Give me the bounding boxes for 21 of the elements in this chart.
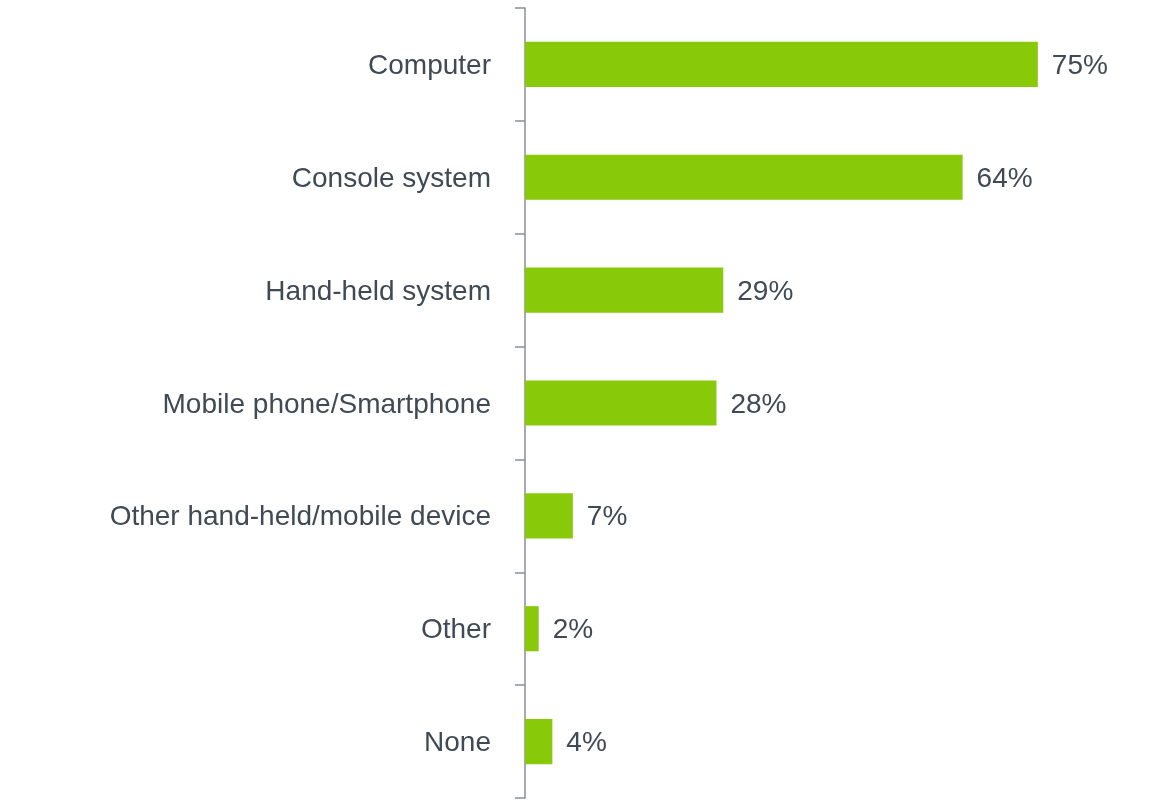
bar bbox=[525, 719, 553, 765]
y-tick-label: Hand-held system bbox=[265, 274, 491, 306]
data-label: 2% bbox=[552, 613, 594, 645]
y-tick-label: Other bbox=[420, 613, 491, 645]
y-tick-label: Console system bbox=[291, 161, 491, 193]
y-tick-label: Computer bbox=[368, 48, 491, 80]
data-label: 29% bbox=[737, 274, 794, 306]
bar bbox=[525, 380, 717, 426]
bar bbox=[525, 41, 1038, 87]
y-tick-label: Mobile phone/Smartphone bbox=[162, 387, 491, 419]
data-label: 4% bbox=[566, 726, 607, 758]
data-label: 7% bbox=[586, 500, 628, 532]
y-tick-label: Other hand-held/mobile device bbox=[109, 500, 491, 532]
bar bbox=[525, 154, 963, 200]
bar bbox=[525, 493, 573, 539]
bar bbox=[525, 606, 539, 652]
data-label: 64% bbox=[976, 161, 1033, 193]
data-label: 75% bbox=[1051, 48, 1108, 80]
data-label: 28% bbox=[730, 387, 787, 419]
y-tick-label: None bbox=[424, 726, 491, 758]
bar bbox=[525, 267, 724, 313]
